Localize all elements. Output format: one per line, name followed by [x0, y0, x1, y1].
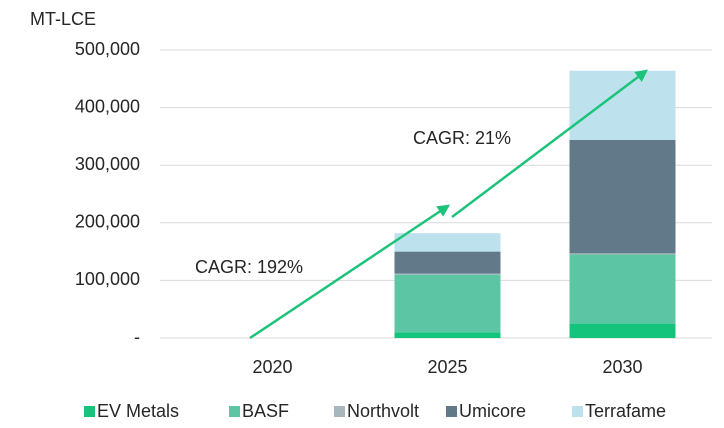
legend-swatch [446, 406, 457, 417]
annotation: CAGR: 192% [195, 257, 303, 277]
y-tick-label: 100,000 [75, 269, 140, 289]
bar-segment [569, 254, 676, 324]
x-tick-label: 2025 [427, 357, 467, 377]
legend-swatch [84, 406, 95, 417]
y-tick-label: 200,000 [75, 212, 140, 232]
y-axis-label: MT-LCE [30, 9, 96, 29]
y-tick-label: 300,000 [75, 154, 140, 174]
legend-label: BASF [242, 401, 289, 421]
legend-label: Terrafame [585, 401, 666, 421]
legend-swatch [572, 406, 583, 417]
bar-segment [394, 274, 501, 333]
bar-segment [394, 251, 501, 274]
bar-segment [394, 233, 501, 252]
legend-label: Northvolt [347, 401, 419, 421]
y-tick-label: 500,000 [75, 39, 140, 59]
bar-segment [394, 332, 501, 338]
legend-label: Umicore [459, 401, 526, 421]
bar-segment [569, 70, 676, 140]
bars [394, 70, 676, 338]
annotation: CAGR: 21% [413, 128, 511, 148]
bar-segment [569, 323, 676, 338]
y-tick-label: - [134, 327, 140, 347]
x-tick-label: 2020 [252, 357, 292, 377]
bar-segment [569, 139, 676, 254]
y-tick-label: 400,000 [75, 96, 140, 116]
legend-swatch [229, 406, 240, 417]
legend-swatch [334, 406, 345, 417]
bar-segment [569, 253, 676, 255]
x-tick-label: 2030 [602, 357, 642, 377]
bar-segment [394, 273, 501, 275]
arrow [451, 69, 648, 218]
legend-label: EV Metals [97, 401, 179, 421]
arrow [249, 204, 451, 340]
